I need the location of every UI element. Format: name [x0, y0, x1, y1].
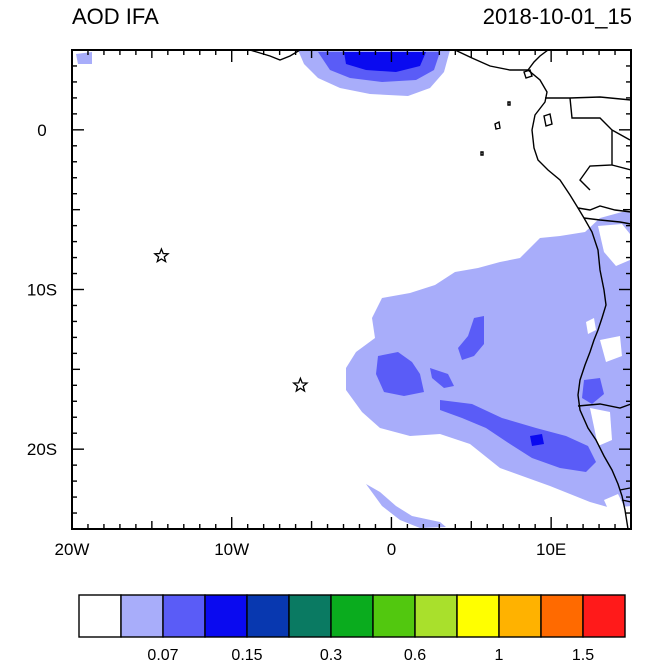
aod-gap-coast-1	[598, 224, 630, 266]
colorbar-box	[414, 594, 458, 638]
colorbar-box	[372, 594, 416, 638]
island-sao-tome	[494, 120, 501, 130]
y-tick-label: 0	[37, 121, 46, 140]
map-timestamp: 2018-10-01_15	[482, 4, 632, 29]
aod-max-north	[344, 52, 426, 72]
aod-shading	[76, 50, 631, 528]
aod-max-south	[530, 434, 544, 446]
aod-core-west	[376, 352, 424, 396]
colorbar-box	[204, 594, 248, 638]
y-tick-label: 20S	[27, 440, 57, 459]
border-congo-coast	[577, 205, 631, 213]
aod-core-small	[430, 368, 454, 388]
border-cameroon-gabon	[545, 96, 631, 101]
colorbar-box	[288, 594, 332, 638]
colorbar-label: 1	[495, 647, 504, 664]
aod-coast-east	[582, 378, 604, 404]
aod-gap-coast-3	[600, 336, 622, 362]
aod-core-center	[458, 316, 484, 360]
aod-patch-south	[366, 484, 446, 528]
colorbar: 0.07 0.15 0.3 0.6 1 1.5	[78, 594, 626, 664]
colorbar-box	[120, 594, 164, 638]
colorbar-box	[330, 594, 374, 638]
colorbar-label: 0.3	[320, 647, 342, 664]
colorbar-box	[78, 594, 122, 638]
border-angola-namibia	[577, 403, 631, 409]
colorbar-label: 0.6	[404, 647, 426, 664]
border-gabon-congo	[569, 97, 613, 191]
border-angola-cabinda	[583, 217, 631, 225]
aod-band-southeast	[440, 400, 596, 472]
star-marker-ascension	[153, 247, 170, 264]
border-namibia-sa	[619, 487, 631, 503]
colorbar-label: 1.5	[572, 647, 594, 664]
x-tick-label: 0	[387, 540, 396, 559]
aod-patch-northwest	[76, 52, 92, 64]
aod-gap-coast-5	[604, 494, 626, 518]
island-principe	[507, 101, 511, 106]
map-title: AOD IFA	[72, 4, 159, 29]
x-tick-label: 10E	[536, 540, 566, 559]
colorbar-box	[246, 594, 290, 638]
aod-gap-coast-4	[590, 408, 612, 446]
star-marker-st-helena	[291, 376, 309, 393]
map-markers	[153, 247, 309, 393]
colorbar-box	[540, 594, 584, 638]
y-tick-label: 10S	[27, 281, 57, 300]
border-congo-drc	[611, 129, 631, 171]
island-annobon	[480, 151, 484, 156]
axis-tick-labels: 20W 10W 0 10E 0 10S 20S	[27, 121, 566, 559]
island-gulf-east	[543, 113, 553, 127]
colorbar-label: 0.07	[147, 647, 178, 664]
colorbar-label: 0.15	[231, 647, 262, 664]
aod-plume-light	[346, 212, 631, 508]
x-tick-label: 10W	[214, 540, 249, 559]
aod-gap-coast-2	[586, 318, 596, 334]
island-bioko	[523, 69, 533, 79]
colorbar-box	[498, 594, 542, 638]
x-tick-label: 20W	[55, 540, 90, 559]
colorbar-box	[162, 594, 206, 638]
axis-ticks	[71, 49, 632, 530]
colorbar-box	[456, 594, 500, 638]
border-nigeria-cameroon	[527, 50, 549, 71]
colorbar-box	[582, 594, 626, 638]
